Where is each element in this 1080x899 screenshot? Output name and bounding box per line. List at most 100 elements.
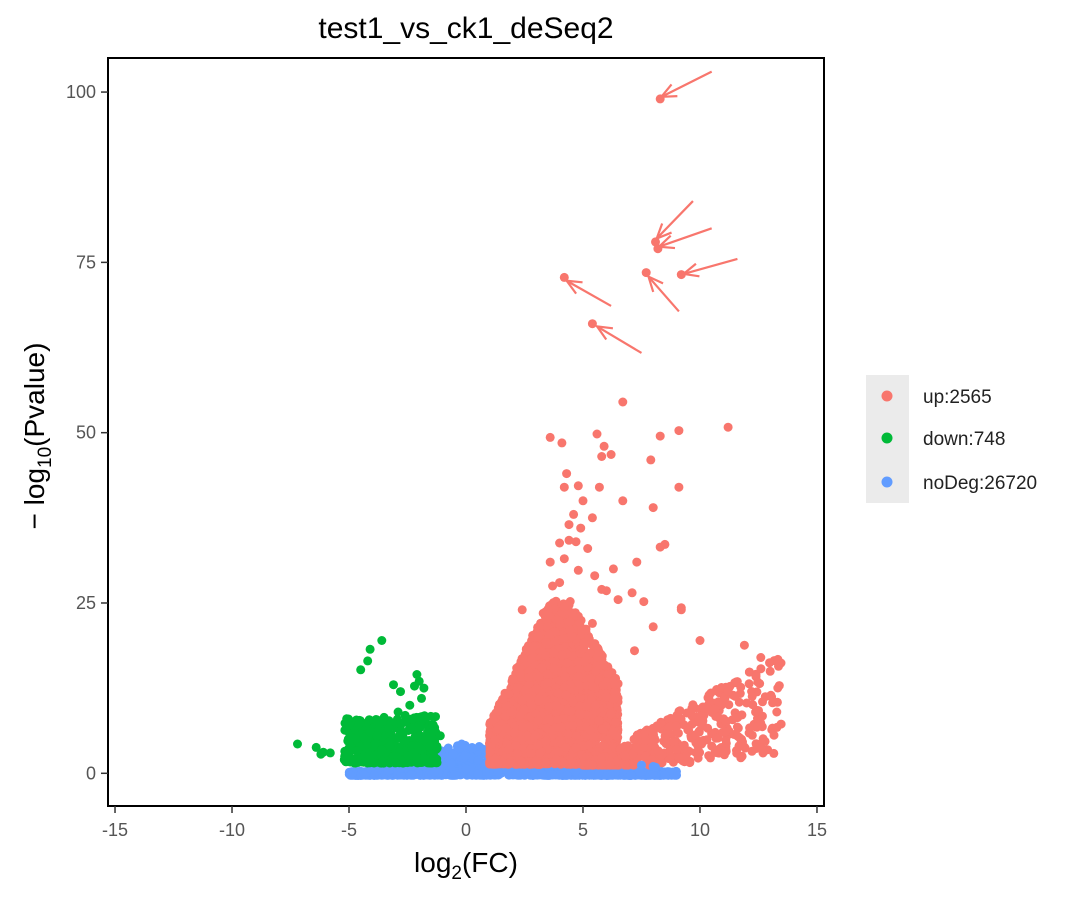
- down-data-point: [379, 712, 389, 722]
- up-point: [553, 688, 563, 698]
- up-data-point: [555, 538, 565, 548]
- up-point: [580, 625, 590, 635]
- up-point: [652, 721, 662, 731]
- up-point: [530, 730, 540, 740]
- up-point: [516, 756, 526, 766]
- x-tick-label: 5: [578, 820, 588, 840]
- up-point: [772, 722, 782, 732]
- down-point: [359, 732, 369, 742]
- up-point: [765, 658, 774, 668]
- up-point: [549, 648, 559, 658]
- down-data-point: [396, 687, 405, 697]
- arrow-shaft: [566, 279, 612, 307]
- up-point: [620, 751, 630, 761]
- up-point: [742, 698, 752, 708]
- up-point: [590, 700, 600, 710]
- down-point: [370, 738, 380, 748]
- arrow-shaft: [596, 325, 643, 354]
- nodeg-point: [461, 764, 471, 774]
- up-point: [591, 666, 601, 676]
- y-tick-label: 75: [76, 252, 96, 272]
- up-point: [505, 758, 515, 767]
- up-point: [493, 724, 503, 734]
- up-point: [737, 710, 747, 720]
- arrow-shaft: [647, 275, 680, 313]
- up-point: [609, 694, 619, 704]
- x-tick-label: -10: [219, 820, 245, 840]
- up-data-point: [538, 608, 548, 618]
- arrow-head: [564, 279, 583, 295]
- up-point: [632, 743, 642, 753]
- up-point: [533, 715, 543, 725]
- up-point: [692, 748, 702, 758]
- up-point: [542, 678, 552, 688]
- up-point: [606, 709, 616, 719]
- down-data-point: [389, 680, 398, 690]
- down-point: [432, 754, 442, 764]
- up-point: [721, 727, 731, 737]
- down-point: [400, 735, 410, 745]
- up-point: [511, 741, 521, 750]
- up-point: [747, 691, 757, 701]
- up-point: [686, 708, 695, 717]
- up-data-point: [557, 438, 567, 448]
- up-point: [586, 673, 596, 683]
- up-data-point: [592, 429, 602, 439]
- up-point: [602, 692, 612, 702]
- up-data-point: [639, 597, 649, 607]
- arrow-shaft: [683, 257, 738, 276]
- down-data-point: [400, 710, 410, 720]
- down-data-point: [384, 723, 394, 733]
- up-point: [565, 617, 575, 627]
- down-point: [407, 741, 417, 751]
- up-data-point: [599, 441, 609, 451]
- up-point: [581, 701, 591, 711]
- legend-key-up: [881, 390, 893, 402]
- up-point: [508, 674, 518, 684]
- up-point: [603, 669, 613, 679]
- up-point: [744, 667, 754, 677]
- up-point: [598, 760, 607, 770]
- up-point: [524, 693, 534, 703]
- nodeg-point: [512, 770, 522, 780]
- up-point: [587, 760, 597, 770]
- up-data-point: [548, 581, 558, 591]
- down-point: [377, 745, 387, 755]
- down-point: [377, 757, 387, 767]
- up-point: [493, 706, 503, 716]
- up-point: [517, 735, 527, 745]
- up-point: [537, 663, 547, 673]
- down-data-point: [419, 683, 429, 693]
- up-point: [553, 715, 563, 724]
- up-point: [525, 722, 534, 732]
- up-point: [559, 602, 569, 612]
- legend-label-nodeg: noDeg:26720: [923, 473, 1037, 494]
- up-point: [524, 673, 534, 683]
- arrow-head: [681, 262, 700, 278]
- down-point: [414, 742, 424, 752]
- up-data-point: [606, 450, 616, 459]
- up-point: [610, 680, 620, 690]
- up-data-point: [632, 557, 642, 567]
- nodeg-point: [449, 770, 459, 780]
- up-point: [744, 728, 754, 738]
- down-point: [408, 714, 417, 724]
- up-point: [669, 737, 679, 747]
- up-point: [571, 743, 581, 753]
- down-data-point: [363, 656, 373, 666]
- up-point: [531, 684, 541, 694]
- up-point: [774, 661, 783, 671]
- down-data-point: [311, 742, 321, 752]
- nodeg-point: [457, 739, 467, 749]
- up-data-point: [555, 578, 565, 588]
- up-data-point: [559, 554, 569, 564]
- down-data-point: [435, 731, 445, 741]
- down-point: [403, 751, 413, 761]
- annotation-arrow: [646, 274, 680, 313]
- up-point: [722, 716, 732, 726]
- up-point: [716, 700, 726, 710]
- up-data-point: [735, 733, 745, 743]
- up-point: [518, 722, 528, 732]
- up-data-point: [754, 706, 763, 716]
